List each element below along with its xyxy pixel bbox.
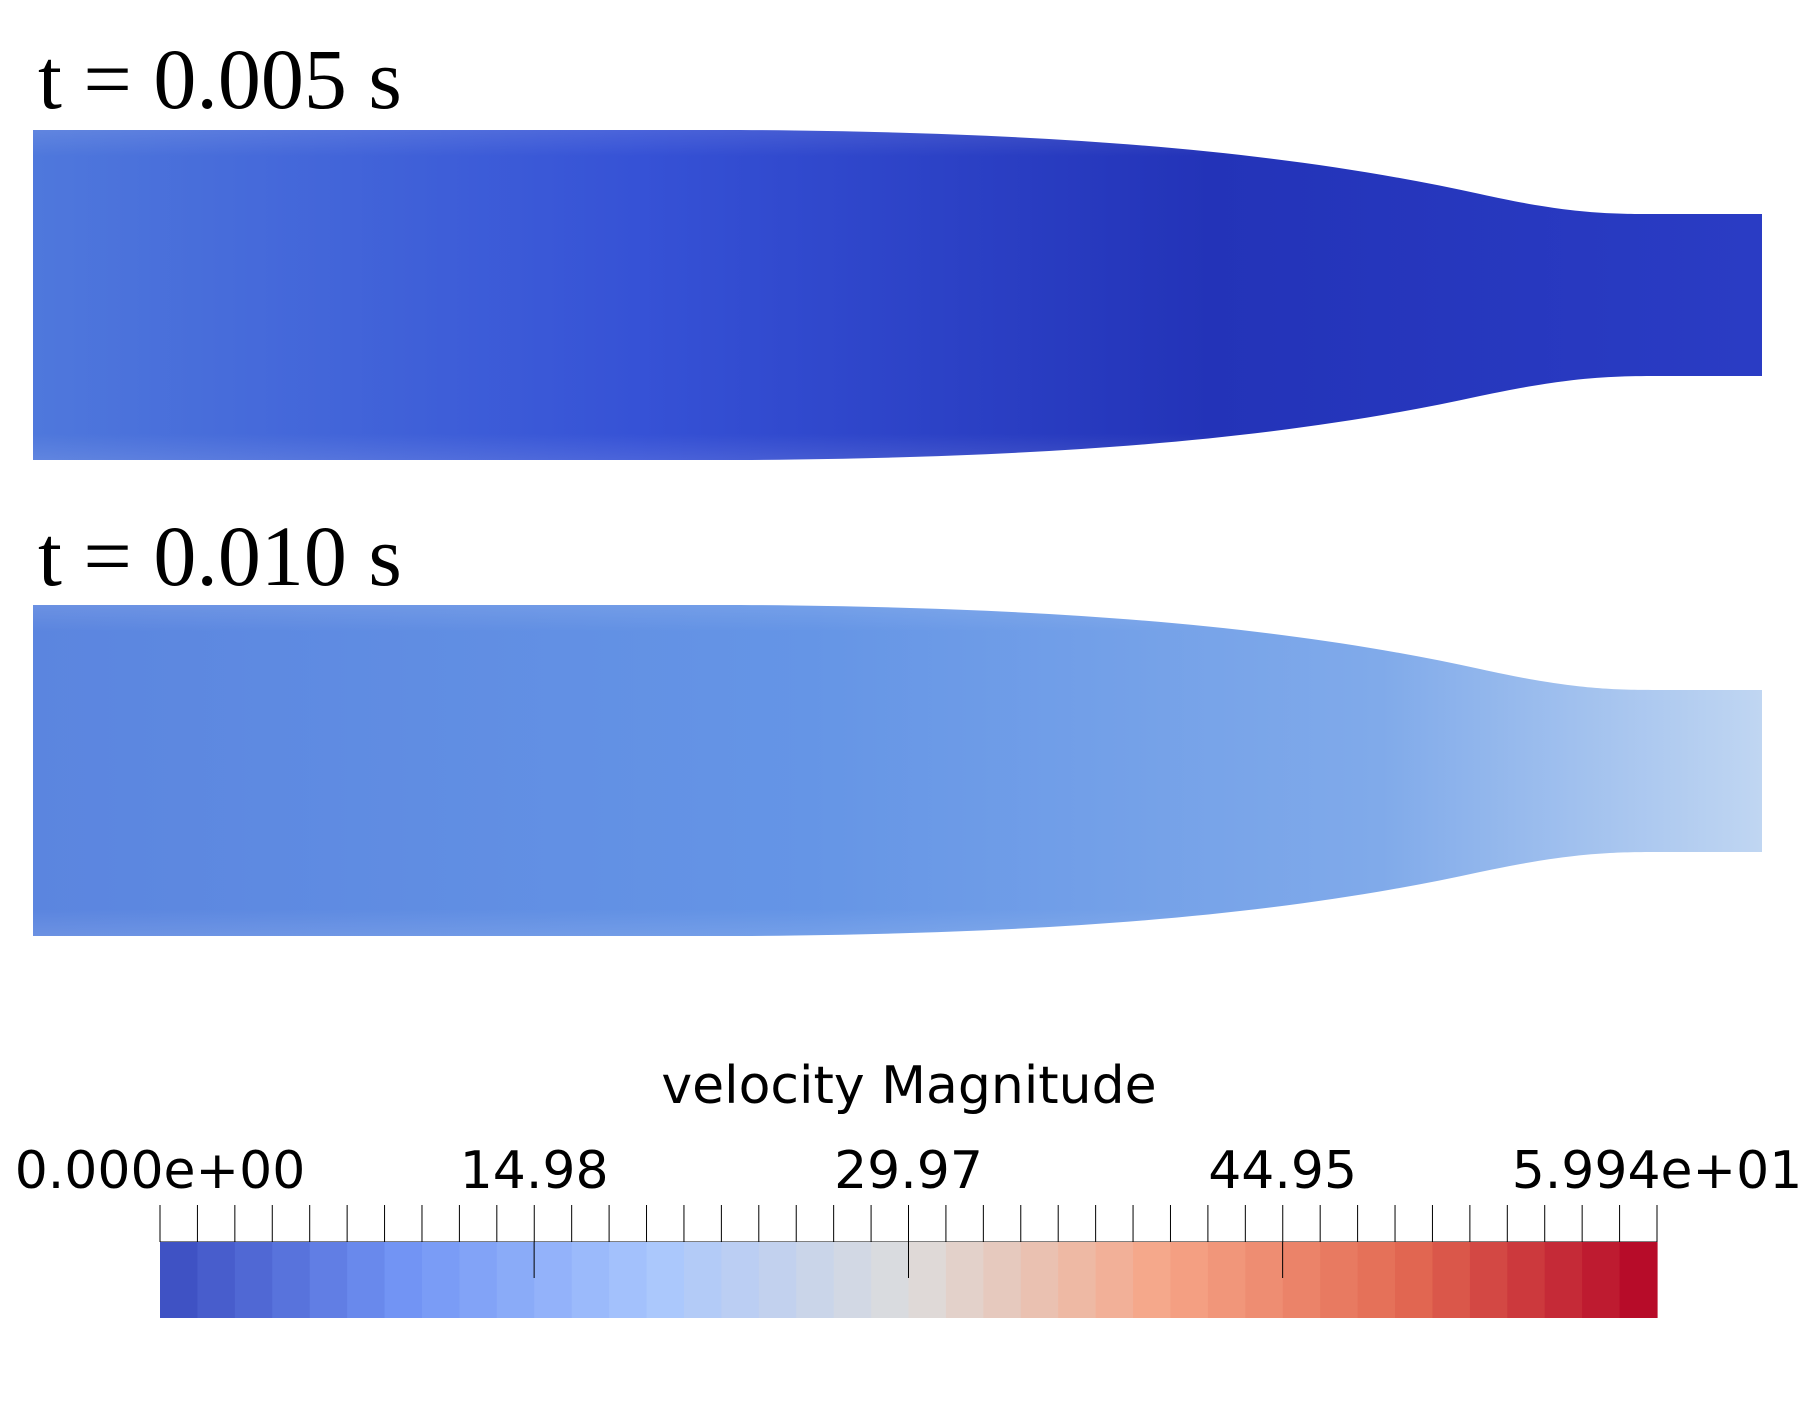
colorbar-title: velocity Magnitude (661, 1056, 1156, 1116)
colorbar-band (459, 1242, 498, 1318)
colorbar-band (908, 1242, 947, 1318)
colorbar-band (347, 1242, 386, 1318)
colorbar-band (983, 1242, 1022, 1318)
channel-wall-shade-2 (33, 605, 1762, 936)
colorbar-tick-label: 5.994e+01 (1512, 1141, 1803, 1201)
colorbar-band (421, 1242, 460, 1318)
colorbar-band (1544, 1242, 1583, 1318)
colorbar-band (758, 1242, 797, 1318)
colorbar-band (945, 1242, 984, 1318)
colorbar-band (309, 1242, 348, 1318)
colorbar-band (1619, 1242, 1658, 1318)
colorbar-tick-labels: 0.000e+00 14.98 29.97 44.95 5.994e+01 (15, 1141, 1803, 1201)
colorbar-tick-label: 44.95 (1208, 1141, 1357, 1201)
colorbar-tick-label: 14.98 (460, 1141, 609, 1201)
colorbar-band (1582, 1242, 1621, 1318)
colorbar-band (646, 1242, 685, 1318)
flow-channel-2 (33, 605, 1762, 936)
colorbar-band (384, 1242, 423, 1318)
colorbar-bands (160, 1242, 1658, 1318)
channel-wall-shade-1 (33, 130, 1762, 460)
colorbar-band (871, 1242, 910, 1318)
colorbar-band (1395, 1242, 1434, 1318)
colorbar-ticks (159, 1205, 1658, 1243)
time-label-1: t = 0.005 s (38, 31, 402, 127)
colorbar-band (1095, 1242, 1134, 1318)
colorbar-band (1507, 1242, 1546, 1318)
colorbar-tick-label: 0.000e+00 (15, 1141, 306, 1201)
colorbar-band (571, 1242, 610, 1318)
colorbar-band (197, 1242, 236, 1318)
colorbar-band (683, 1242, 722, 1318)
colorbar-band (1020, 1242, 1059, 1318)
colorbar-band (721, 1242, 760, 1318)
colorbar-tick-label: 29.97 (834, 1141, 983, 1201)
colorbar-major-ticks (533, 1242, 1284, 1278)
colorbar-band (1469, 1242, 1508, 1318)
colorbar-band (272, 1242, 311, 1318)
colorbar-band (1058, 1242, 1097, 1318)
colorbar-band (1320, 1242, 1359, 1318)
flow-channel-1 (33, 130, 1762, 460)
colorbar-band (1170, 1242, 1209, 1318)
colorbar-band (1245, 1242, 1284, 1318)
colorbar-band (234, 1242, 273, 1318)
colorbar-band (1207, 1242, 1246, 1318)
colorbar-band (1282, 1242, 1321, 1318)
colorbar-band (609, 1242, 648, 1318)
colorbar-band (1432, 1242, 1471, 1318)
colorbar-band (160, 1242, 199, 1318)
colorbar-band (796, 1242, 835, 1318)
time-label-2: t = 0.010 s (38, 508, 402, 604)
colorbar-band (496, 1242, 535, 1318)
colorbar-band (1357, 1242, 1396, 1318)
colorbar-band (534, 1242, 573, 1318)
colorbar-legend: velocity Magnitude 0.000e+00 14.98 29.97 44… (15, 1056, 1803, 1318)
colorbar-band (833, 1242, 872, 1318)
colorbar-band (1133, 1242, 1172, 1318)
